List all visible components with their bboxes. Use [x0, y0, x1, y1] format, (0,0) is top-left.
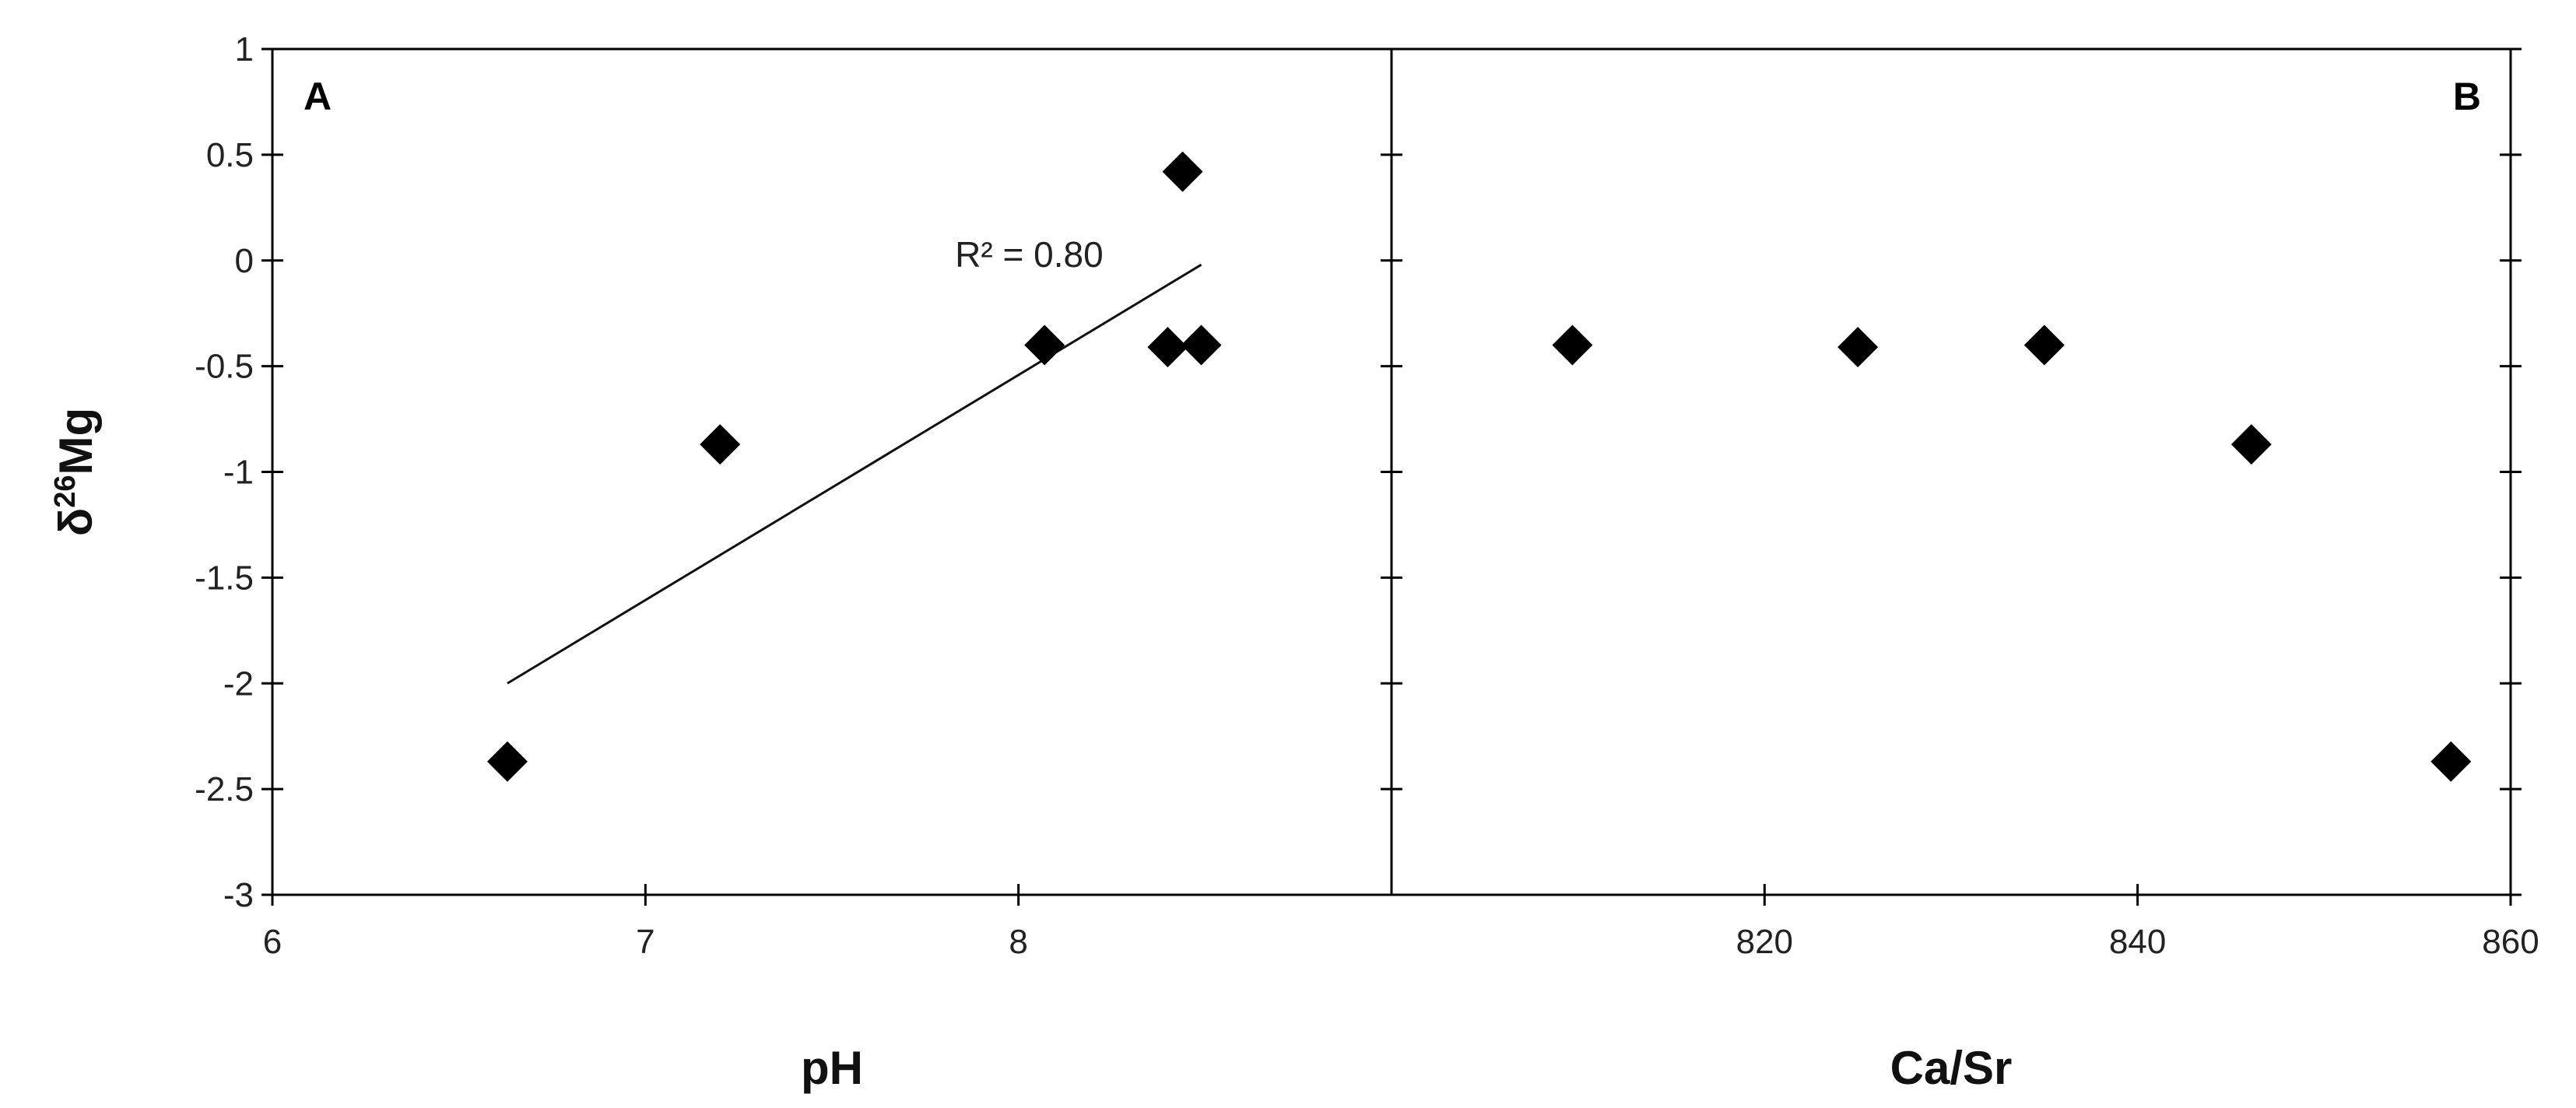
y-tick-label: -1 — [223, 454, 254, 492]
x-tick-label: 8 — [1009, 923, 1027, 961]
y-tick-label: 0.5 — [206, 136, 254, 174]
trendline — [507, 263, 1202, 685]
x-tick-label: 6 — [263, 923, 282, 961]
panel-label: B — [2453, 75, 2481, 118]
x-tick-label: 840 — [2109, 923, 2166, 961]
y-tick-label: 1 — [235, 30, 254, 68]
plot-frame — [271, 47, 1393, 896]
data-point — [1024, 324, 1065, 366]
panel-a: 1 0.5 0 -0.5 -1 -1.5 -2 -2.5 -36 7 8 ApH δ26Mg R² = 0… — [49, 30, 1393, 1094]
x-tick-label: 820 — [1736, 923, 1793, 961]
data-point — [700, 424, 741, 465]
y-tick-label: -0.5 — [195, 348, 254, 386]
x-tick-label: 860 — [2482, 923, 2539, 961]
plot-frame — [1390, 47, 2512, 896]
data-point — [1552, 324, 1593, 366]
data-point — [2430, 741, 2472, 782]
r-squared-annotation: R² = 0.80 — [955, 234, 1104, 275]
data-point — [486, 741, 528, 782]
y-tick-label: -2.5 — [195, 770, 254, 808]
x-tick-label: 7 — [636, 923, 655, 961]
data-point — [1837, 327, 1879, 368]
panel-b: 820 840 860 B Ca/Sr — [1381, 47, 2539, 1094]
y-tick-label: -1.5 — [195, 559, 254, 597]
data-point — [2023, 324, 2065, 366]
panel-label: A — [304, 75, 332, 118]
y-tick-label: 0 — [235, 242, 254, 280]
x-axis-title: Ca/Sr — [1890, 1042, 2013, 1094]
data-point — [1162, 151, 1203, 192]
y-tick-label: -2 — [223, 664, 254, 703]
y-tick-label: -3 — [223, 876, 254, 914]
x-axis-title: pH — [801, 1042, 863, 1094]
data-point — [1181, 324, 1222, 366]
y-axis-title: δ26Mg — [49, 408, 102, 536]
data-point — [1147, 327, 1188, 368]
data-point — [2230, 424, 2272, 465]
